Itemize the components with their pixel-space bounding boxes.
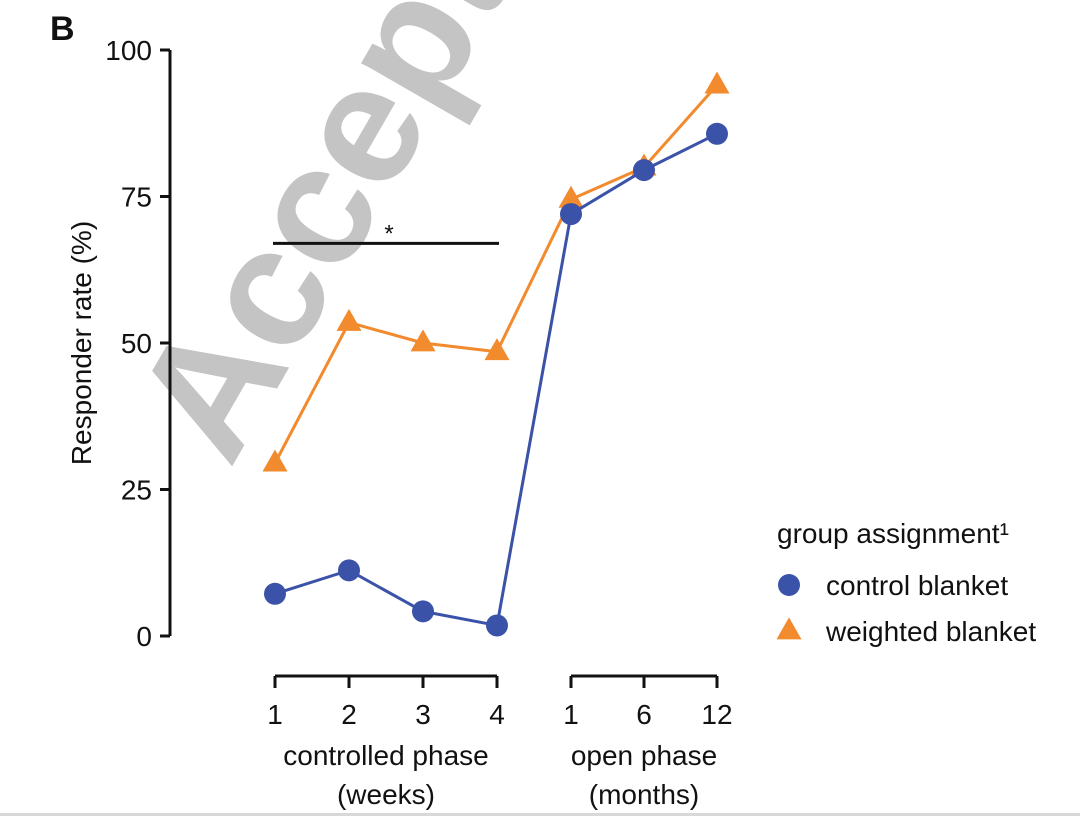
x-group-sublabel: (months): [589, 779, 699, 810]
x-tick-label: 12: [701, 699, 732, 730]
weighted-blanket-point: [558, 185, 584, 208]
control-blanket-point: [560, 203, 582, 226]
x-tick-label: 4: [489, 699, 505, 730]
y-tick-label: 50: [121, 328, 152, 359]
weighted-blanket-point: [262, 449, 288, 472]
weighted-blanket-point: [336, 308, 362, 331]
control-blanket-point: [706, 122, 728, 145]
y-axis-label: Responder rate (%): [66, 221, 97, 465]
legend-title: group assignment¹: [777, 518, 1009, 549]
y-tick-label: 100: [105, 35, 152, 66]
x-group-label: open phase: [571, 740, 717, 771]
y-tick-label: 25: [121, 475, 152, 506]
control-blanket-point: [486, 614, 508, 637]
y-tick-label: 0: [136, 621, 152, 652]
y-tick-label: 75: [121, 182, 152, 213]
x-tick-label: 3: [415, 699, 431, 730]
control-blanket-point: [264, 582, 286, 605]
x-group-sublabel: (weeks): [337, 779, 435, 810]
x-tick-label: 1: [563, 699, 579, 730]
x-tick-label: 6: [636, 699, 652, 730]
significance-marker: *: [384, 220, 393, 247]
weighted-blanket-point: [484, 338, 510, 361]
x-tick-label: 1: [267, 699, 283, 730]
control-blanket-point: [633, 159, 655, 182]
x-tick-label: 2: [341, 699, 357, 730]
control-blanket-point: [412, 600, 434, 623]
page-bottom-rule: [0, 813, 1080, 816]
legend-control-blanket-label: control blanket: [826, 570, 1008, 601]
legend-weighted-blanket-label: weighted blanket: [825, 616, 1036, 647]
weighted-blanket-point: [704, 71, 730, 94]
panel-label: B: [50, 10, 75, 48]
weighted-blanket-point: [410, 329, 436, 352]
legend-weighted-blanket-marker: [776, 617, 802, 640]
x-group-label: controlled phase: [283, 740, 488, 771]
legend-control-blanket-marker: [778, 574, 800, 596]
control-blanket-point: [338, 559, 360, 582]
